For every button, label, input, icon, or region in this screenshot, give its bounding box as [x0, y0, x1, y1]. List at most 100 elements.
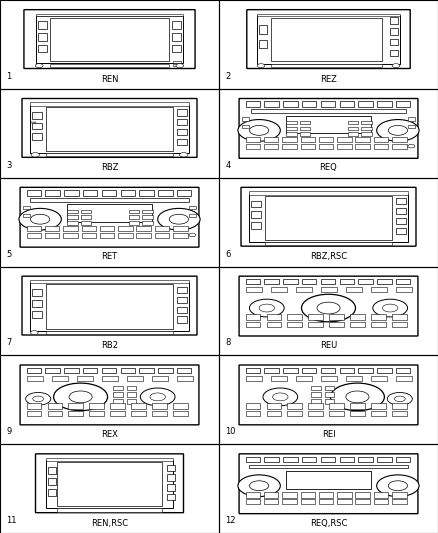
- Bar: [296, 376, 312, 381]
- Bar: [396, 228, 406, 234]
- Bar: [32, 311, 42, 318]
- Bar: [300, 137, 315, 142]
- Circle shape: [259, 304, 275, 312]
- Bar: [251, 109, 406, 113]
- Bar: [271, 287, 287, 292]
- Bar: [246, 499, 260, 504]
- Bar: [246, 457, 260, 462]
- Circle shape: [387, 392, 412, 405]
- Bar: [38, 33, 47, 41]
- Bar: [142, 215, 153, 219]
- Text: 8: 8: [226, 338, 231, 348]
- Circle shape: [388, 481, 407, 491]
- Bar: [246, 287, 262, 292]
- Bar: [356, 492, 370, 497]
- Circle shape: [19, 208, 61, 230]
- Bar: [329, 403, 344, 409]
- Bar: [246, 492, 260, 497]
- Bar: [173, 403, 187, 409]
- Bar: [396, 287, 412, 292]
- Bar: [113, 392, 123, 397]
- Bar: [321, 101, 335, 107]
- Bar: [27, 403, 41, 409]
- Bar: [250, 465, 407, 469]
- FancyBboxPatch shape: [247, 10, 410, 69]
- Bar: [173, 61, 181, 63]
- Bar: [329, 322, 344, 327]
- Bar: [246, 279, 260, 285]
- Bar: [172, 21, 181, 29]
- Circle shape: [169, 214, 188, 224]
- Bar: [267, 403, 281, 409]
- Bar: [83, 190, 97, 196]
- Circle shape: [26, 392, 51, 405]
- Bar: [358, 368, 373, 373]
- Circle shape: [394, 396, 405, 401]
- Circle shape: [330, 383, 385, 410]
- Bar: [377, 457, 392, 462]
- Bar: [45, 225, 60, 231]
- Circle shape: [31, 214, 50, 224]
- Bar: [356, 499, 370, 504]
- Bar: [311, 392, 321, 397]
- Bar: [329, 410, 344, 416]
- Bar: [392, 314, 406, 320]
- Bar: [286, 132, 297, 136]
- Circle shape: [382, 304, 398, 312]
- Bar: [48, 478, 56, 484]
- Bar: [48, 489, 56, 496]
- Circle shape: [377, 119, 419, 141]
- Bar: [350, 403, 365, 409]
- Bar: [173, 410, 187, 416]
- Circle shape: [69, 391, 92, 403]
- Bar: [167, 474, 175, 481]
- Bar: [319, 492, 333, 497]
- Bar: [158, 368, 173, 373]
- Bar: [177, 119, 187, 125]
- Bar: [287, 410, 302, 416]
- Bar: [177, 297, 187, 303]
- Bar: [396, 457, 410, 462]
- Bar: [282, 144, 297, 149]
- Bar: [250, 191, 407, 195]
- Bar: [390, 50, 398, 56]
- Bar: [358, 279, 373, 285]
- Bar: [23, 206, 29, 209]
- Bar: [361, 127, 372, 131]
- Bar: [371, 287, 387, 292]
- Text: 7: 7: [7, 338, 12, 348]
- Bar: [251, 212, 261, 218]
- Bar: [27, 190, 41, 196]
- Text: REI: REI: [321, 430, 336, 439]
- Bar: [396, 368, 410, 373]
- Bar: [27, 410, 41, 416]
- Bar: [374, 144, 388, 149]
- Bar: [300, 499, 315, 504]
- FancyBboxPatch shape: [241, 187, 416, 246]
- Bar: [63, 233, 78, 238]
- Bar: [257, 13, 400, 17]
- Bar: [118, 225, 133, 231]
- Bar: [300, 121, 310, 125]
- Bar: [371, 322, 385, 327]
- Bar: [172, 45, 181, 52]
- Circle shape: [373, 299, 407, 317]
- Bar: [177, 317, 187, 323]
- Bar: [120, 368, 135, 373]
- Circle shape: [158, 208, 200, 230]
- Bar: [300, 492, 315, 497]
- Circle shape: [176, 63, 184, 68]
- Bar: [409, 125, 415, 128]
- Bar: [259, 25, 267, 34]
- Bar: [346, 376, 362, 381]
- Text: REQ,RSC: REQ,RSC: [310, 519, 347, 528]
- Bar: [265, 196, 392, 240]
- Text: 5: 5: [7, 249, 12, 259]
- Bar: [348, 121, 358, 125]
- Bar: [167, 494, 175, 500]
- Bar: [259, 39, 267, 49]
- Circle shape: [317, 302, 340, 314]
- Bar: [139, 368, 154, 373]
- Bar: [300, 132, 310, 136]
- Bar: [46, 368, 60, 373]
